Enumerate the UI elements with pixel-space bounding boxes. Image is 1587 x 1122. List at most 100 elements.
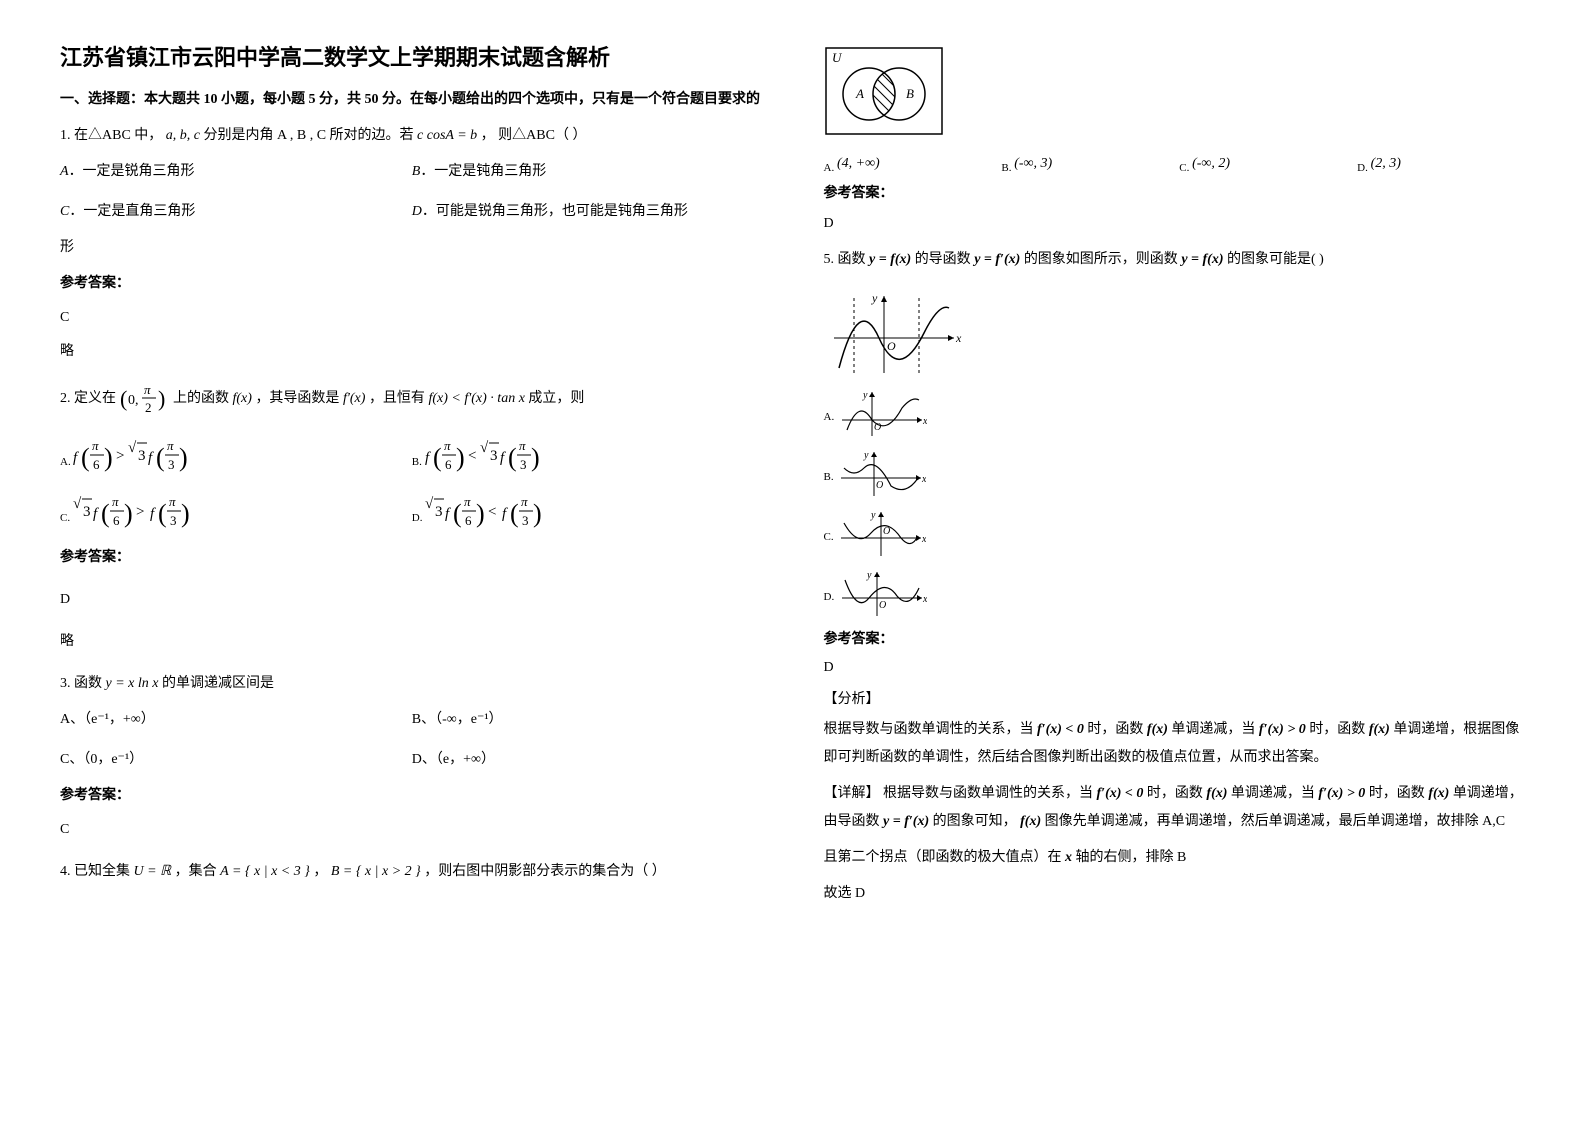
q5-option-a: A. x y O (824, 388, 1528, 438)
svg-text:2: 2 (145, 400, 152, 415)
svg-text:√: √ (425, 496, 434, 512)
svg-text:f: f (502, 506, 508, 522)
svg-text:x: x (922, 416, 927, 427)
interval-0-pi2: ( 0, π 2 ) (120, 380, 170, 418)
question-1: 1. 在△ABC 中， a, b, c 分别是内角 A , B , C 所对的边… (60, 122, 764, 366)
svg-text:π: π (144, 382, 151, 397)
svg-text:6: 6 (93, 457, 100, 472)
svg-text:6: 6 (113, 513, 120, 528)
svg-text:3: 3 (435, 504, 443, 520)
q1-stem-c: ， 则△ABC（ ） (481, 128, 587, 143)
svg-text:f: f (93, 506, 99, 522)
svg-text:f: f (445, 506, 451, 522)
q5-option-b: B. x y O (824, 448, 1528, 498)
q1-expr-abc: a, b, c (166, 128, 200, 143)
q1-answer: C (60, 304, 764, 332)
q5-options: A. x y O B. x y O (824, 388, 1528, 618)
svg-text:3: 3 (522, 513, 529, 528)
svg-text:<: < (468, 448, 476, 464)
q4-options: A. (4, +∞) B. (-∞, 3) C. (-∞, 2) D. (2, … (824, 156, 1528, 174)
q5-analysis-head: 【分析】 (824, 688, 1528, 708)
svg-text:(: ( (510, 499, 519, 528)
svg-text:3: 3 (83, 504, 91, 520)
svg-text:y: y (862, 390, 868, 401)
q2-stem-c: ，其导函数是 (255, 391, 343, 406)
q2-fpx: f′(x) (343, 391, 366, 406)
q5-yfpx-2: y = f′(x) (883, 814, 929, 829)
svg-text:6: 6 (465, 513, 472, 528)
svg-text:π: π (92, 438, 99, 453)
q3-option-b: B、（-∞，e⁻¹） (412, 706, 764, 734)
svg-text:A: A (855, 86, 864, 101)
q5-fpgt0-2: f′(x) > 0 (1318, 786, 1365, 801)
svg-text:√: √ (480, 440, 489, 456)
q4-option-c: C. (-∞, 2) (1179, 156, 1349, 174)
q3-answer-label: 参考答案： (60, 782, 764, 810)
q5-option-d: D. x y O (824, 568, 1528, 618)
svg-text:f: f (500, 450, 506, 466)
q5-fx-4: f(x) (1428, 786, 1449, 801)
q5-fplt0-1: f′(x) < 0 (1037, 722, 1084, 737)
svg-text:y: y (866, 570, 872, 581)
q2-stem-b: 上的函数 (173, 391, 233, 406)
right-column: U A B (824, 40, 1528, 916)
q1-option-c: C．一定是直角三角形 (60, 198, 412, 226)
q3-option-c: C、（0，e⁻¹） (60, 746, 412, 774)
svg-text:(: ( (81, 443, 90, 472)
svg-text:U: U (832, 50, 843, 65)
svg-text:x: x (921, 534, 926, 545)
q3-stem-a: 3. 函数 (60, 676, 106, 691)
q2-option-b: B. f ( π 6 ) < √ 3 f ( π (412, 436, 764, 480)
q2-note: 略 (60, 628, 764, 656)
q4-option-a: A. (4, +∞) (824, 156, 994, 174)
svg-text:π: π (521, 494, 528, 509)
svg-text:): ) (531, 443, 540, 472)
q5-fpgt0-1: f′(x) > 0 (1259, 722, 1306, 737)
q5-fx-1: f(x) (1147, 722, 1168, 737)
svg-text:>: > (136, 504, 144, 520)
svg-text:π: π (464, 494, 471, 509)
svg-text:(: ( (158, 499, 167, 528)
q5-yfx-1: y = f(x) (869, 252, 911, 267)
svg-text:): ) (476, 499, 485, 528)
q1-expr-cond: c cosA = b (417, 128, 477, 143)
q2-ineq: f(x) < f′(x) · tan x (428, 391, 528, 406)
q4-stem-c: ， (313, 864, 331, 879)
q4-stem-b: ，集合 (175, 864, 221, 879)
svg-text:x: x (922, 594, 927, 605)
q2-optB-expr: f ( π 6 ) < √ 3 f ( π 3 (425, 436, 585, 480)
q5-fx-2: f(x) (1369, 722, 1390, 737)
svg-text:B: B (906, 86, 914, 101)
q4-option-b: B. (-∞, 3) (1001, 156, 1171, 174)
svg-text:(: ( (101, 499, 110, 528)
q1-note: 略 (60, 338, 764, 366)
q5-answer: D (824, 660, 1528, 676)
q5-yfpx: y = f′(x) (974, 252, 1020, 267)
svg-text:O: O (887, 339, 896, 353)
q2-stem-d: ，且恒有 (369, 391, 425, 406)
q5-detail-head: 【详解】 (824, 786, 880, 801)
q1-stem-b: 分别是内角 A , B , C 所对的边。若 (204, 128, 418, 143)
q4-stem-a: 4. 已知全集 (60, 864, 134, 879)
svg-text:√: √ (128, 440, 137, 456)
question-4-stem: 4. 已知全集 U = ℝ ，集合 A = { x | x < 3 } ， B … (60, 858, 764, 886)
q5-fplt0-2: f′(x) < 0 (1097, 786, 1144, 801)
q4-stem-d: ，则右图中阴影部分表示的集合为（ ） (424, 864, 666, 879)
q5-detail3: 故选 D (824, 880, 1528, 908)
svg-text:y: y (863, 450, 869, 461)
svg-text:f: f (148, 450, 154, 466)
q2-option-c: C. √ 3 f ( π 6 ) > f ( π (60, 492, 412, 536)
q4-answer-label: 参考答案： (824, 182, 1528, 202)
q1-option-d: D．可能是锐角三角形，也可能是钝角三角形 (412, 198, 764, 226)
svg-text:): ) (456, 443, 465, 472)
svg-text:x: x (921, 474, 926, 485)
q2-option-a: A. f ( π 6 ) > √ 3 f ( π (60, 436, 412, 480)
q4-answer: D (824, 216, 1528, 232)
q5-analysis-body: 根据导数与函数单调性的关系，当 f′(x) < 0 时，函数 f(x) 单调递减… (824, 716, 1528, 772)
q4-U: U = ℝ (134, 864, 172, 879)
q5-stem-d: 的图象可能是( ) (1227, 252, 1324, 267)
left-column: 江苏省镇江市云阳中学高二数学文上学期期末试题含解析 一、选择题：本大题共 10 … (60, 40, 764, 916)
svg-text:(: ( (120, 386, 127, 411)
svg-text:): ) (124, 499, 133, 528)
svg-text:√: √ (73, 496, 82, 512)
